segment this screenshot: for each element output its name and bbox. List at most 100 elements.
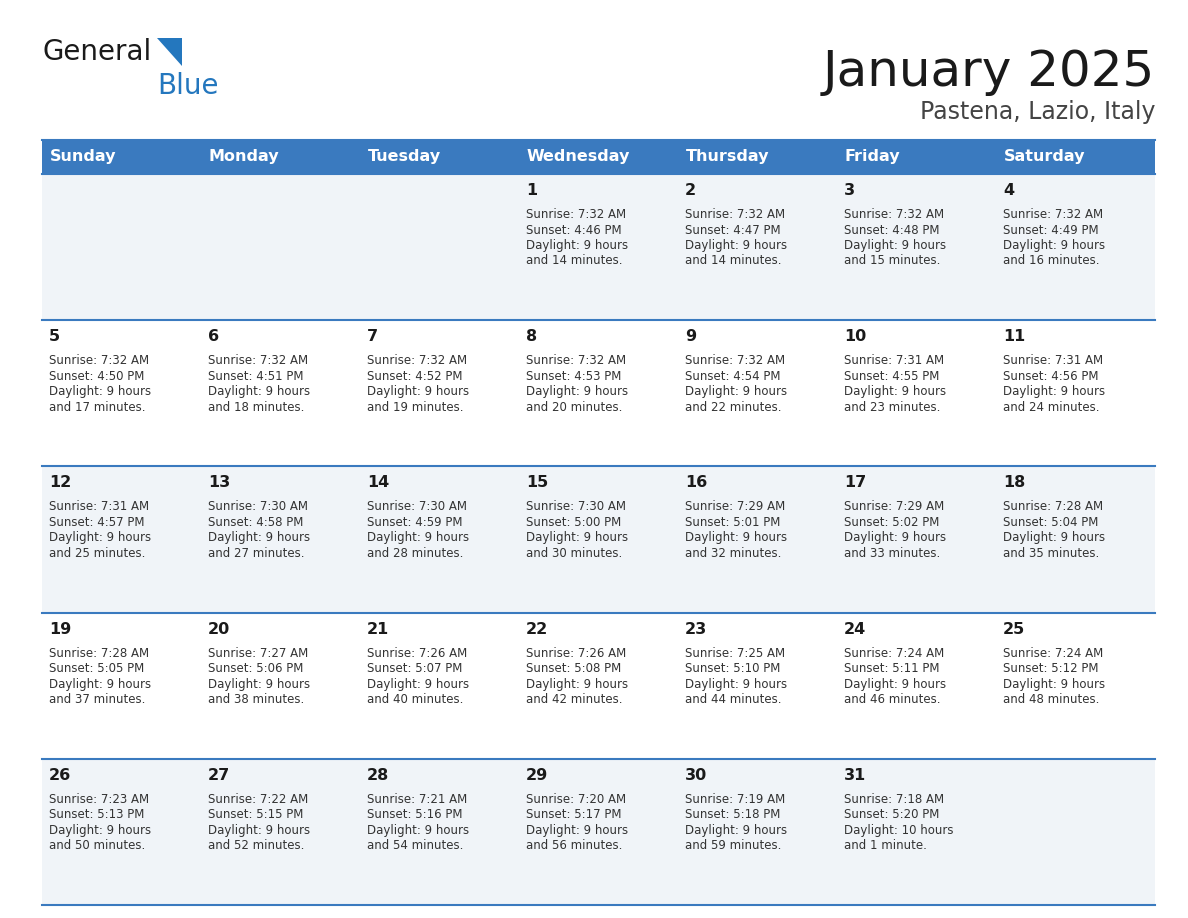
Text: 4: 4 (1003, 183, 1015, 198)
Text: Sunrise: 7:32 AM: Sunrise: 7:32 AM (685, 208, 785, 221)
Text: Sunrise: 7:24 AM: Sunrise: 7:24 AM (1003, 646, 1104, 660)
Text: Sunrise: 7:28 AM: Sunrise: 7:28 AM (1003, 500, 1104, 513)
Text: Sunset: 4:47 PM: Sunset: 4:47 PM (685, 223, 781, 237)
Text: and 52 minutes.: and 52 minutes. (208, 839, 304, 852)
Text: Daylight: 9 hours: Daylight: 9 hours (367, 532, 469, 544)
Text: Sunset: 5:00 PM: Sunset: 5:00 PM (526, 516, 621, 529)
Text: 28: 28 (367, 767, 390, 783)
Bar (360, 174, 519, 320)
Text: Sunrise: 7:32 AM: Sunrise: 7:32 AM (208, 354, 308, 367)
Text: 30: 30 (685, 767, 707, 783)
Text: Sunset: 5:18 PM: Sunset: 5:18 PM (685, 809, 781, 822)
Bar (42, 759, 201, 905)
Text: 18: 18 (1003, 476, 1025, 490)
Bar (678, 174, 838, 320)
Text: Sunrise: 7:29 AM: Sunrise: 7:29 AM (843, 500, 944, 513)
Bar (838, 466, 996, 612)
Text: Sunrise: 7:26 AM: Sunrise: 7:26 AM (367, 646, 467, 660)
Bar (42, 140, 201, 174)
Text: Daylight: 9 hours: Daylight: 9 hours (49, 532, 151, 544)
Text: and 37 minutes.: and 37 minutes. (49, 693, 145, 706)
Text: 14: 14 (367, 476, 390, 490)
Text: and 15 minutes.: and 15 minutes. (843, 254, 941, 267)
Text: 3: 3 (843, 183, 855, 198)
Text: Thursday: Thursday (685, 150, 770, 164)
Text: 9: 9 (685, 330, 696, 344)
Bar (201, 174, 360, 320)
Text: Sunrise: 7:32 AM: Sunrise: 7:32 AM (1003, 208, 1104, 221)
Text: Wednesday: Wednesday (527, 150, 631, 164)
Text: Daylight: 9 hours: Daylight: 9 hours (367, 677, 469, 690)
Text: and 30 minutes.: and 30 minutes. (526, 547, 623, 560)
Text: Daylight: 9 hours: Daylight: 9 hours (208, 386, 310, 398)
Text: 22: 22 (526, 621, 548, 636)
Text: and 24 minutes.: and 24 minutes. (1003, 400, 1100, 414)
Bar (519, 320, 678, 466)
Text: Daylight: 9 hours: Daylight: 9 hours (843, 677, 946, 690)
Text: Sunrise: 7:20 AM: Sunrise: 7:20 AM (526, 793, 626, 806)
Text: Sunset: 5:12 PM: Sunset: 5:12 PM (1003, 662, 1099, 675)
Text: Daylight: 9 hours: Daylight: 9 hours (1003, 677, 1105, 690)
Text: Sunrise: 7:30 AM: Sunrise: 7:30 AM (367, 500, 467, 513)
Text: Sunset: 5:04 PM: Sunset: 5:04 PM (1003, 516, 1099, 529)
Text: Daylight: 9 hours: Daylight: 9 hours (685, 239, 788, 252)
Text: Daylight: 9 hours: Daylight: 9 hours (208, 823, 310, 837)
Text: Sunrise: 7:32 AM: Sunrise: 7:32 AM (843, 208, 944, 221)
Text: Daylight: 9 hours: Daylight: 9 hours (526, 823, 628, 837)
Text: Sunset: 5:15 PM: Sunset: 5:15 PM (208, 809, 303, 822)
Text: Daylight: 9 hours: Daylight: 9 hours (49, 823, 151, 837)
Text: Pastena, Lazio, Italy: Pastena, Lazio, Italy (920, 100, 1155, 124)
Text: Sunset: 4:50 PM: Sunset: 4:50 PM (49, 370, 145, 383)
Text: and 14 minutes.: and 14 minutes. (685, 254, 782, 267)
Text: Daylight: 9 hours: Daylight: 9 hours (49, 386, 151, 398)
Text: Sunrise: 7:30 AM: Sunrise: 7:30 AM (208, 500, 308, 513)
Bar (996, 466, 1155, 612)
Text: Sunset: 4:55 PM: Sunset: 4:55 PM (843, 370, 940, 383)
Text: 29: 29 (526, 767, 548, 783)
Text: Daylight: 9 hours: Daylight: 9 hours (208, 677, 310, 690)
Bar (838, 320, 996, 466)
Text: Saturday: Saturday (1004, 150, 1086, 164)
Text: Daylight: 9 hours: Daylight: 9 hours (685, 532, 788, 544)
Text: 11: 11 (1003, 330, 1025, 344)
Text: and 23 minutes.: and 23 minutes. (843, 400, 941, 414)
Text: Daylight: 9 hours: Daylight: 9 hours (367, 823, 469, 837)
Text: 5: 5 (49, 330, 61, 344)
Text: and 35 minutes.: and 35 minutes. (1003, 547, 1099, 560)
Text: Blue: Blue (157, 72, 219, 100)
Text: Sunset: 5:07 PM: Sunset: 5:07 PM (367, 662, 462, 675)
Bar (838, 759, 996, 905)
Text: Daylight: 9 hours: Daylight: 9 hours (685, 677, 788, 690)
Text: Sunrise: 7:31 AM: Sunrise: 7:31 AM (843, 354, 944, 367)
Text: and 14 minutes.: and 14 minutes. (526, 254, 623, 267)
Text: Daylight: 9 hours: Daylight: 9 hours (208, 532, 310, 544)
Bar (996, 612, 1155, 759)
Text: 26: 26 (49, 767, 71, 783)
Text: 24: 24 (843, 621, 866, 636)
Bar (678, 612, 838, 759)
Bar (201, 466, 360, 612)
Text: Sunset: 4:53 PM: Sunset: 4:53 PM (526, 370, 621, 383)
Text: and 50 minutes.: and 50 minutes. (49, 839, 145, 852)
Text: 13: 13 (208, 476, 230, 490)
Text: and 44 minutes.: and 44 minutes. (685, 693, 782, 706)
Text: Sunrise: 7:32 AM: Sunrise: 7:32 AM (526, 354, 626, 367)
Bar (519, 174, 678, 320)
Text: Sunrise: 7:31 AM: Sunrise: 7:31 AM (1003, 354, 1104, 367)
Text: Sunrise: 7:22 AM: Sunrise: 7:22 AM (208, 793, 308, 806)
Text: Sunset: 5:11 PM: Sunset: 5:11 PM (843, 662, 940, 675)
Text: Sunrise: 7:25 AM: Sunrise: 7:25 AM (685, 646, 785, 660)
Text: Monday: Monday (209, 150, 279, 164)
Text: Tuesday: Tuesday (368, 150, 441, 164)
Text: Sunrise: 7:19 AM: Sunrise: 7:19 AM (685, 793, 785, 806)
Text: and 33 minutes.: and 33 minutes. (843, 547, 940, 560)
Text: and 16 minutes.: and 16 minutes. (1003, 254, 1100, 267)
Text: 17: 17 (843, 476, 866, 490)
Text: 25: 25 (1003, 621, 1025, 636)
Text: 27: 27 (208, 767, 230, 783)
Text: 19: 19 (49, 621, 71, 636)
Text: Sunset: 5:13 PM: Sunset: 5:13 PM (49, 809, 145, 822)
Text: Daylight: 9 hours: Daylight: 9 hours (367, 386, 469, 398)
Text: Sunrise: 7:21 AM: Sunrise: 7:21 AM (367, 793, 467, 806)
Bar (201, 612, 360, 759)
